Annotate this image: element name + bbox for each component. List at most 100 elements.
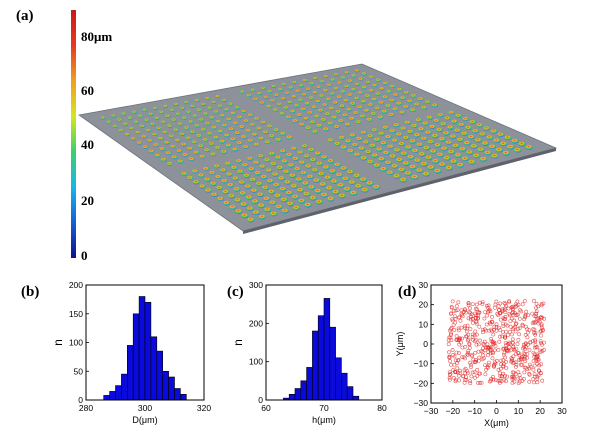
microlens: [281, 82, 287, 86]
scatter-point: [488, 348, 493, 353]
microlens: [313, 114, 320, 119]
scatter-point: [530, 311, 535, 316]
microlens: [322, 165, 330, 170]
scatter-point: [496, 378, 501, 383]
microlens: [191, 140, 198, 144]
microlens: [227, 183, 234, 188]
microlens: [336, 95, 342, 99]
scatter-point: [480, 300, 485, 305]
microlens: [497, 132, 505, 137]
scatter-point: [460, 314, 465, 319]
microlens: [251, 132, 258, 137]
microlens: [198, 184, 206, 189]
scatter-point: [456, 300, 461, 305]
microlens: [351, 142, 359, 147]
x-tick-label: 280: [79, 403, 93, 413]
microlens: [312, 129, 319, 134]
scatter-point: [520, 302, 525, 307]
scatter-point: [510, 310, 515, 315]
scatter-point: [490, 314, 494, 319]
microlens: [174, 138, 181, 143]
microlens: [118, 128, 124, 132]
histogram-bar: [162, 370, 169, 401]
y-tick-label: 0: [258, 395, 263, 405]
microlens: [137, 114, 143, 118]
scatter-point: [538, 329, 543, 334]
y-tick-label: −30: [414, 398, 429, 408]
microlens: [263, 95, 269, 99]
microlens: [213, 164, 221, 169]
microlens: [418, 152, 426, 157]
microlens: [377, 115, 384, 120]
scatter-point: [449, 331, 454, 336]
microlens: [513, 147, 522, 153]
microlens: [215, 95, 221, 98]
microlens: [422, 171, 431, 177]
scatter-point: [485, 313, 490, 318]
scatter-point: [522, 357, 527, 361]
frame-overlay: [85, 284, 205, 401]
microlens: [448, 110, 455, 115]
microlens: [335, 172, 343, 178]
scatter-point: [488, 351, 493, 356]
microlens: [222, 123, 228, 128]
microlens: [374, 106, 381, 111]
microlens: [215, 119, 222, 124]
microlens: [308, 185, 316, 190]
microlens: [170, 144, 176, 149]
microlens: [241, 163, 249, 168]
microlens: [314, 188, 322, 194]
microlens: [425, 155, 433, 161]
microlens: [364, 94, 371, 98]
microlens: [206, 131, 213, 136]
microlens: [351, 74, 357, 78]
scatter-point: [540, 328, 545, 333]
scatter-point: [522, 370, 527, 375]
microlens: [447, 125, 454, 130]
microlens: [247, 113, 253, 117]
microlens: [332, 189, 340, 195]
scatter-point: [535, 380, 540, 385]
surface-plane: [77, 63, 558, 232]
microlens: [413, 102, 420, 107]
microlens: [278, 176, 285, 181]
microlens: [226, 117, 232, 122]
scatter-point: [478, 371, 483, 376]
microlens: [320, 155, 328, 160]
microlens: [444, 116, 451, 121]
scatter-point: [502, 346, 507, 351]
microlens: [398, 141, 406, 147]
microlens: [440, 122, 447, 127]
x-axis-label: X(μm): [484, 418, 509, 428]
microlens: [465, 125, 472, 130]
scatter-point: [496, 347, 501, 352]
scatter-point: [503, 335, 508, 340]
scatter-point: [503, 314, 508, 319]
scatter-point: [474, 332, 479, 337]
colorbar-tick-80: 80μm: [81, 29, 113, 44]
microlens: [286, 201, 295, 207]
microlens: [317, 171, 325, 177]
microlens: [325, 186, 334, 191]
microlens: [214, 146, 221, 150]
microlens: [481, 141, 489, 146]
microlens: [417, 97, 424, 101]
scatter-point: [514, 362, 519, 367]
y-tick-label: −20: [414, 378, 429, 388]
microlens: [488, 144, 496, 150]
scatter-point: [505, 348, 510, 353]
microlens: [237, 115, 243, 119]
microlens: [366, 117, 373, 122]
scatter-point: [493, 344, 498, 348]
scatter-point: [459, 325, 464, 330]
microlens: [272, 108, 279, 112]
scatter-point: [469, 312, 474, 317]
microlens: [232, 176, 239, 181]
microlens: [467, 134, 475, 140]
microlens-surface: [77, 63, 558, 234]
microlens: [182, 153, 189, 157]
microlens: [404, 171, 412, 176]
microlens: [319, 94, 325, 98]
microlens: [219, 113, 226, 118]
